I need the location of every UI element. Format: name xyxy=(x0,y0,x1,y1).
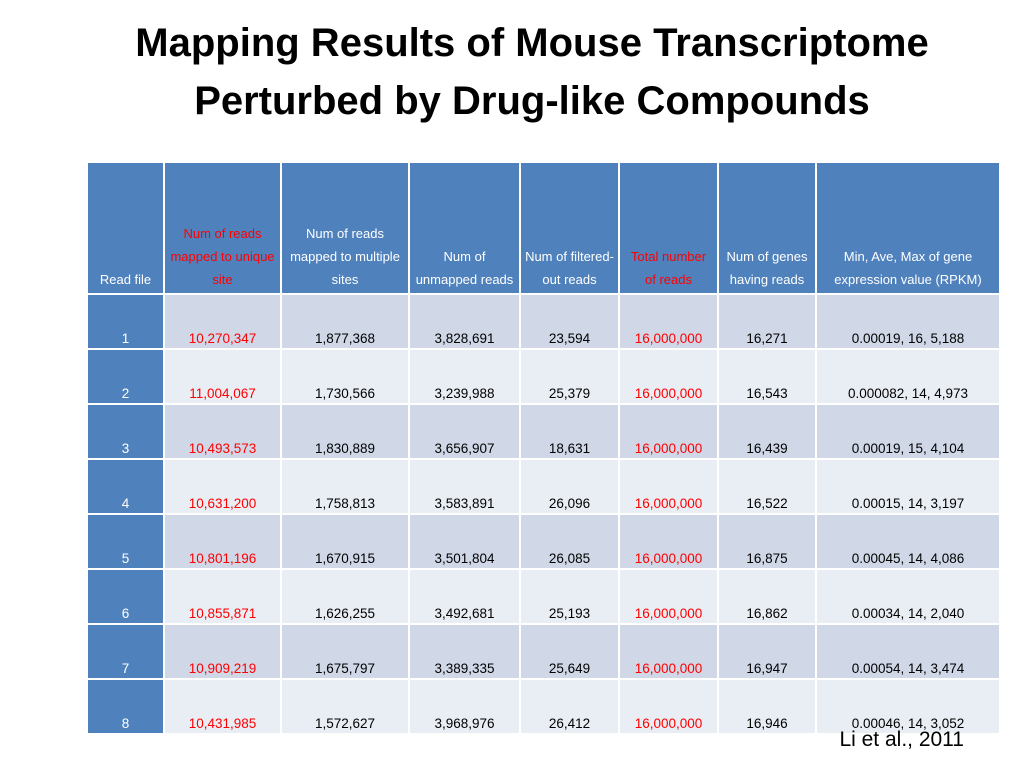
unique-site-cell: 10,855,871 xyxy=(163,568,282,625)
multiple-site-cell: 1,730,566 xyxy=(280,348,410,405)
expression-cell: 0.00019, 15, 4,104 xyxy=(815,403,1001,460)
unique-site-cell: 10,493,573 xyxy=(163,403,282,460)
slide-title-line-2: Perturbed by Drug-like Compounds xyxy=(194,79,870,123)
slide-title: Mapping Results of Mouse Transcriptome P… xyxy=(40,14,1024,130)
table-row: 3 10,493,573 1,830,889 3,656,907 18,631 … xyxy=(86,403,1001,460)
filtered-out-cell: 26,096 xyxy=(519,458,620,515)
unmapped-cell: 3,583,891 xyxy=(408,458,521,515)
read-file-cell: 8 xyxy=(86,678,165,735)
total-reads-cell: 16,000,000 xyxy=(618,458,719,515)
table-row: 7 10,909,219 1,675,797 3,389,335 25,649 … xyxy=(86,623,1001,680)
slide-title-line-1: Mapping Results of Mouse Transcriptome xyxy=(135,21,929,65)
read-file-cell: 2 xyxy=(86,348,165,405)
header-multiple-site-reads: Num of reads mapped to multiple sites xyxy=(280,161,410,295)
genes-cell: 16,439 xyxy=(717,403,817,460)
genes-cell: 16,543 xyxy=(717,348,817,405)
unmapped-cell: 3,828,691 xyxy=(408,293,521,350)
unmapped-cell: 3,501,804 xyxy=(408,513,521,570)
genes-cell: 16,875 xyxy=(717,513,817,570)
mapping-results-table: Read file Num of reads mapped to unique … xyxy=(86,161,1001,735)
total-reads-cell: 16,000,000 xyxy=(618,568,719,625)
table-row: 8 10,431,985 1,572,627 3,968,976 26,412 … xyxy=(86,678,1001,735)
header-read-file: Read file xyxy=(86,161,165,295)
table-row: 1 10,270,347 1,877,368 3,828,691 23,594 … xyxy=(86,293,1001,350)
filtered-out-cell: 26,412 xyxy=(519,678,620,735)
read-file-cell: 3 xyxy=(86,403,165,460)
header-unmapped-reads: Num of unmapped reads xyxy=(408,161,521,295)
read-file-cell: 5 xyxy=(86,513,165,570)
table-header-row: Read file Num of reads mapped to unique … xyxy=(86,161,1001,295)
header-filtered-out-reads: Num of filtered-out reads xyxy=(519,161,620,295)
multiple-site-cell: 1,830,889 xyxy=(280,403,410,460)
table-row: 4 10,631,200 1,758,813 3,583,891 26,096 … xyxy=(86,458,1001,515)
multiple-site-cell: 1,626,255 xyxy=(280,568,410,625)
filtered-out-cell: 25,649 xyxy=(519,623,620,680)
filtered-out-cell: 23,594 xyxy=(519,293,620,350)
total-reads-cell: 16,000,000 xyxy=(618,623,719,680)
header-unique-site-reads: Num of reads mapped to unique site xyxy=(163,161,282,295)
unmapped-cell: 3,492,681 xyxy=(408,568,521,625)
unique-site-cell: 10,431,985 xyxy=(163,678,282,735)
total-reads-cell: 16,000,000 xyxy=(618,403,719,460)
multiple-site-cell: 1,572,627 xyxy=(280,678,410,735)
unmapped-cell: 3,389,335 xyxy=(408,623,521,680)
expression-cell: 0.00015, 14, 3,197 xyxy=(815,458,1001,515)
multiple-site-cell: 1,758,813 xyxy=(280,458,410,515)
expression-cell: 0.00019, 16, 5,188 xyxy=(815,293,1001,350)
expression-cell: 0.00046, 14, 3,052 xyxy=(815,678,1001,735)
genes-cell: 16,271 xyxy=(717,293,817,350)
multiple-site-cell: 1,670,915 xyxy=(280,513,410,570)
genes-cell: 16,522 xyxy=(717,458,817,515)
unique-site-cell: 10,270,347 xyxy=(163,293,282,350)
total-reads-cell: 16,000,000 xyxy=(618,293,719,350)
read-file-cell: 6 xyxy=(86,568,165,625)
unique-site-cell: 10,909,219 xyxy=(163,623,282,680)
header-genes-having-reads: Num of genes having reads xyxy=(717,161,817,295)
filtered-out-cell: 18,631 xyxy=(519,403,620,460)
genes-cell: 16,946 xyxy=(717,678,817,735)
filtered-out-cell: 25,379 xyxy=(519,348,620,405)
read-file-cell: 4 xyxy=(86,458,165,515)
unique-site-cell: 10,631,200 xyxy=(163,458,282,515)
read-file-cell: 7 xyxy=(86,623,165,680)
total-reads-cell: 16,000,000 xyxy=(618,678,719,735)
total-reads-cell: 16,000,000 xyxy=(618,513,719,570)
expression-cell: 0.00034, 14, 2,040 xyxy=(815,568,1001,625)
filtered-out-cell: 25,193 xyxy=(519,568,620,625)
read-file-cell: 1 xyxy=(86,293,165,350)
table-row: 5 10,801,196 1,670,915 3,501,804 26,085 … xyxy=(86,513,1001,570)
unique-site-cell: 11,004,067 xyxy=(163,348,282,405)
filtered-out-cell: 26,085 xyxy=(519,513,620,570)
multiple-site-cell: 1,675,797 xyxy=(280,623,410,680)
table-row: 6 10,855,871 1,626,255 3,492,681 25,193 … xyxy=(86,568,1001,625)
unmapped-cell: 3,968,976 xyxy=(408,678,521,735)
citation: Li et al., 2011 xyxy=(839,728,964,751)
unique-site-cell: 10,801,196 xyxy=(163,513,282,570)
unmapped-cell: 3,656,907 xyxy=(408,403,521,460)
multiple-site-cell: 1,877,368 xyxy=(280,293,410,350)
header-expression-range: Min, Ave, Max of gene expression value (… xyxy=(815,161,1001,295)
genes-cell: 16,947 xyxy=(717,623,817,680)
genes-cell: 16,862 xyxy=(717,568,817,625)
total-reads-cell: 16,000,000 xyxy=(618,348,719,405)
header-total-reads: Total number of reads xyxy=(618,161,719,295)
expression-cell: 0.00054, 14, 3,474 xyxy=(815,623,1001,680)
expression-cell: 0.00045, 14, 4,086 xyxy=(815,513,1001,570)
expression-cell: 0.000082, 14, 4,973 xyxy=(815,348,1001,405)
table-row: 2 11,004,067 1,730,566 3,239,988 25,379 … xyxy=(86,348,1001,405)
unmapped-cell: 3,239,988 xyxy=(408,348,521,405)
